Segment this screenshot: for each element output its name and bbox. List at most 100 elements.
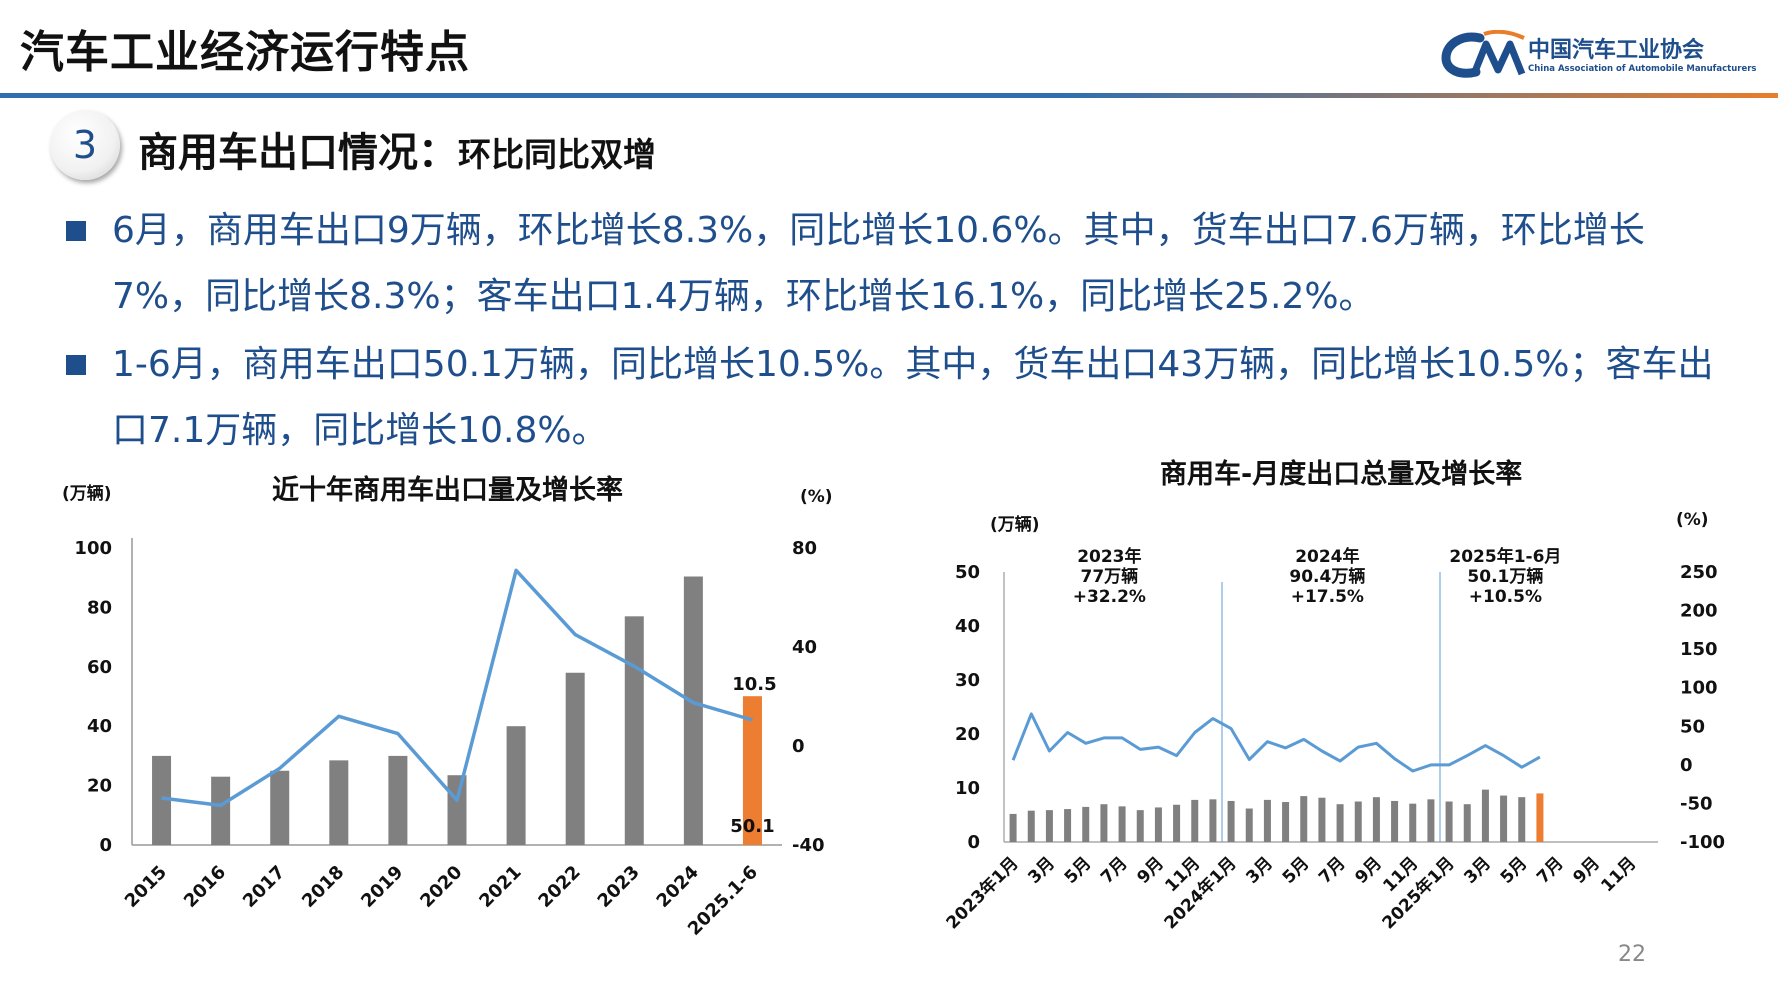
chart1-right-tick: -40: [792, 835, 825, 856]
chart1-bar: [506, 726, 526, 845]
chart2-bar: [1045, 810, 1053, 842]
chart2-annotation: 90.4万辆: [1289, 566, 1365, 587]
chart1-left-tick: 20: [87, 776, 112, 797]
chart2-bar: [1391, 800, 1399, 842]
chart2-left-tick: 40: [955, 616, 980, 637]
bullet-marker: [66, 221, 86, 241]
chart1-bar: [565, 672, 585, 845]
logo-name-en: China Association of Automobile Manufact…: [1528, 64, 1757, 74]
chart1-title: 近十年商用车出口量及增长率: [272, 475, 623, 506]
chart2-x-tick: 5月: [1061, 853, 1096, 888]
caam-logo: 中国汽车工业协会 China Association of Automobile…: [1440, 29, 1756, 85]
chart2-bar: [1354, 801, 1362, 842]
chart1-bar: [211, 776, 231, 845]
chart2-bar: [1409, 803, 1417, 842]
chart2-left-tick: 10: [955, 778, 980, 799]
chart2-bar: [1064, 809, 1072, 842]
chart1-x-tick: 2016: [180, 862, 230, 912]
section-subtitle: 环比同比双增: [458, 135, 656, 174]
chart1-bar: [329, 760, 349, 845]
chart1-x-tick: 2022: [534, 862, 584, 912]
chart2-x-tick: 7月: [1533, 853, 1568, 888]
chart2-x-tick: 5月: [1497, 853, 1532, 888]
chart2-annotation: +32.2%: [1073, 587, 1146, 607]
chart2-bar: [1245, 808, 1253, 842]
chart2-right-tick: 100: [1680, 678, 1718, 699]
chart2-plot: 0 10 20 30 40 50 -100 -50 0 50 100 150 200 250 2023年1月…: [942, 546, 1725, 933]
chart1-right-tick: 80: [792, 538, 817, 559]
page-number: 22: [1618, 942, 1646, 967]
chart1-left-tick: 40: [87, 716, 112, 737]
section-title: 商用车出口情况：环比同比双增: [138, 120, 656, 178]
bullet-text: 6月，商用车出口9万辆，环比增长8.3%，同比增长10.6%。其中，货车出口7.…: [112, 210, 1645, 317]
chart2-bar: [1300, 796, 1308, 842]
chart2-bar: [1154, 807, 1162, 842]
chart2-bar: [1027, 810, 1035, 842]
chart2-right-tick: -100: [1680, 832, 1725, 853]
chart2-bar: [1427, 799, 1435, 842]
chart2-bar: [1481, 789, 1489, 842]
chart1-x-tick: 2017: [239, 862, 289, 912]
bullet-text: 1-6月，商用车出口50.1万辆，同比增长10.5%。其中，货车出口43万辆，同…: [112, 344, 1714, 451]
chart1-x-tick: 2015: [121, 862, 171, 912]
chart1-bar: [742, 696, 762, 845]
chart2-right-tick: 0: [1680, 755, 1693, 776]
chart2-right-tick: 250: [1680, 562, 1718, 583]
chart2-bar: [1318, 797, 1326, 842]
chart2-left-tick: 0: [967, 832, 980, 853]
caam-logo-mark: [1441, 29, 1526, 78]
section-title-main: 商用车出口情况：: [138, 130, 458, 176]
chart2-annotation: 2025年1-6月: [1449, 546, 1561, 567]
chart1-right-unit: (%): [800, 487, 833, 507]
chart1-x-tick: 2020: [416, 862, 466, 912]
chart2-title: 商用车-月度出口总量及增长率: [1160, 459, 1523, 490]
chart2-bar: [1009, 813, 1017, 842]
chart2-right-tick: 150: [1680, 639, 1718, 660]
chart2-x-tick: 11月: [1597, 853, 1640, 896]
chart1-left-tick: 100: [74, 538, 112, 559]
chart1-left-tick: 0: [99, 835, 112, 856]
chart2-bar: [1191, 799, 1199, 842]
chart1-growth-label: 10.5: [732, 674, 776, 695]
chart1-bar: [388, 755, 408, 845]
chart2-right-tick: 50: [1680, 716, 1705, 737]
chart2-left-tick: 20: [955, 724, 980, 745]
chart2-bar: [1227, 800, 1235, 842]
chart2-x-tick: 7月: [1315, 853, 1350, 888]
chart1-x-tick: 2023: [594, 862, 644, 912]
chart2-bar: [1100, 804, 1108, 842]
chart2-growth-line: [1011, 712, 1541, 773]
chart2-x-tick: 5月: [1279, 853, 1314, 888]
chart1-x-tick: 2024: [653, 862, 703, 912]
chart2-bar: [1372, 797, 1380, 842]
logo-name-cn: 中国汽车工业协会: [1528, 38, 1705, 63]
chart2-left-tick: 50: [955, 562, 980, 583]
chart2-bar: [1082, 806, 1090, 842]
chart2-bar: [1136, 810, 1144, 842]
header-divider: [0, 93, 1778, 98]
chart1-bar: [624, 616, 644, 845]
chart2-bar: [1518, 797, 1526, 842]
chart2-annotation: 2024年: [1295, 546, 1359, 567]
chart2-bar: [1282, 802, 1290, 842]
chart2-bar: [1463, 804, 1471, 842]
chart2-bar: [1536, 793, 1544, 842]
chart2-annotation: +10.5%: [1469, 587, 1542, 607]
chart1-right-tick: 40: [792, 637, 817, 658]
chart2-bar: [1336, 804, 1344, 842]
chart2-bar: [1209, 799, 1217, 842]
chart2-left-tick: 30: [955, 670, 980, 691]
chart2-bar: [1445, 801, 1453, 842]
chart2-annotation: 2023年: [1077, 546, 1141, 567]
chart2-annotation: 50.1万辆: [1467, 566, 1543, 587]
chart1-growth-line: [161, 568, 753, 808]
chart2-x-tick: 3月: [1460, 853, 1495, 888]
bullet-marker: [66, 355, 86, 375]
chart2-right-unit: (%): [1676, 510, 1709, 530]
chart2-x-tick: 7月: [1097, 853, 1132, 888]
chart2-x-tick: 3月: [1024, 853, 1059, 888]
chart1-bar: [683, 576, 703, 845]
chart1-x-tick: 2018: [298, 862, 348, 912]
chart2-left-unit: (万辆): [990, 515, 1040, 535]
chart1-left-unit: (万辆): [62, 484, 112, 504]
